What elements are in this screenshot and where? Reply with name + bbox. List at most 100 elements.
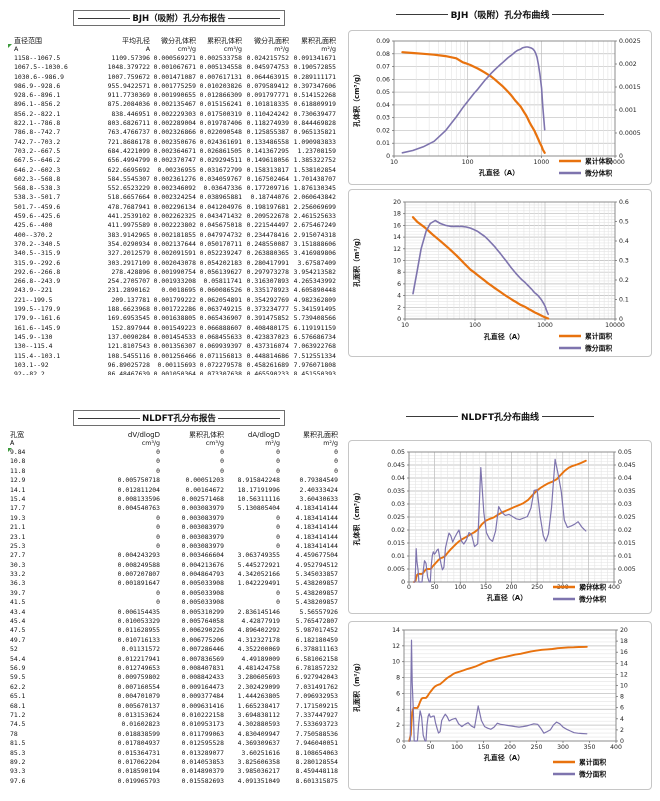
table-cell: 0.125855387 — [246, 128, 289, 137]
table-cell: 0.012811204 — [117, 485, 160, 494]
table-cell: 0.031672799 — [199, 165, 242, 174]
table-cell: 584.5545307 — [107, 174, 150, 183]
table-cell: 0.001990655 — [153, 91, 196, 100]
table-cell: 47.5 — [10, 626, 26, 635]
table-cell: 4.342052166 — [237, 570, 280, 579]
table-row: 667.5--646.2 656.4994799 0.002370747 0.0292… — [8, 156, 338, 165]
svg-text:10: 10 — [392, 659, 400, 666]
table-cell: 0 — [156, 466, 160, 475]
svg-text:0.1: 0.1 — [619, 297, 629, 304]
table-row: 49.7 0.010716133 0.006775206 4.312327178 6.1… — [8, 636, 338, 645]
table-row: 97.6 0.019965793 0.015582693 4.091351049 8.6… — [8, 777, 338, 786]
table-cell: 1.665238417 — [237, 701, 280, 710]
table-cell: 0.110424242 — [246, 109, 289, 118]
svg-text:孔体积（cm³/g）: 孔体积（cm³/g） — [352, 488, 361, 545]
table-cell: 4.369309637 — [237, 739, 280, 748]
table-row: 78 0.018838599 0.011799063 4.830409947 7.750… — [8, 730, 338, 739]
table-cell: 0.001454533 — [153, 332, 196, 341]
svg-text:0.06: 0.06 — [376, 76, 390, 83]
table-cell: 0.448814686 — [246, 351, 289, 360]
table-cell: 4.183414144 — [295, 532, 338, 541]
svg-text:微分面积: 微分面积 — [578, 770, 606, 779]
table-row: 425.6--400 411.9975589 0.002223802 0.045675… — [8, 221, 338, 230]
table-cell: 303.2917109 — [107, 258, 150, 267]
column-header: 累积孔体积 — [207, 37, 242, 45]
table-cell: 39.7 — [10, 588, 26, 597]
svg-text:0.02: 0.02 — [391, 527, 405, 534]
table-cell: 0.514152268 — [293, 91, 336, 100]
table-row: 703.2--667.5 684.4221099 0.002364671 0.0268… — [8, 147, 338, 156]
table-cell: 15.4 — [10, 494, 26, 503]
svg-text:孔直径（A）: 孔直径（A） — [484, 332, 524, 341]
table-cell: 4.183414144 — [295, 523, 338, 532]
table-cell: 478.7687941 — [107, 202, 150, 211]
table-cell: 0.002223802 — [153, 221, 196, 230]
table-cell: 0.073307638 — [199, 370, 242, 375]
table-cell: 911.7730369 — [107, 91, 150, 100]
column-header: dA/dlogD — [247, 431, 280, 439]
svg-text:0.01: 0.01 — [391, 553, 405, 560]
svg-text:0: 0 — [620, 738, 624, 745]
table-row: 71.2 0.013153624 0.010222158 3.694838112 7.3… — [8, 711, 338, 720]
table-cell: 0.009377484 — [181, 692, 224, 701]
svg-text:350: 350 — [582, 584, 594, 591]
table-cell: 0.316307893 — [246, 277, 289, 286]
table-cell: 354.0290934 — [107, 239, 150, 248]
table-cell: 3.60430633 — [299, 494, 338, 503]
table-cell: 518.6657664 — [107, 193, 150, 202]
table-cell: 0.041204976 — [199, 202, 242, 211]
table-cell: 425.6--400 — [14, 221, 53, 230]
table-cell: 411.9975589 — [107, 221, 150, 230]
table-row: 822.1--786.8 803.6826711 0.002289004 0.0197… — [8, 119, 338, 128]
table-cell: 4.459677504 — [295, 551, 338, 560]
table-cell: 0.465590233 — [246, 370, 289, 375]
table-cell: 6.119191159 — [293, 323, 336, 332]
table-cell: 1.385322752 — [293, 156, 336, 165]
table-cell: 370.2--340.5 — [14, 239, 61, 248]
table-cell: 0.014890379 — [181, 767, 224, 776]
table-cell: 0.002229303 — [153, 109, 196, 118]
table-cell: 0.005134558 — [199, 63, 242, 72]
table-cell: 0.015582693 — [181, 776, 224, 785]
svg-text:0.03: 0.03 — [391, 501, 405, 508]
svg-text:50: 50 — [431, 584, 439, 591]
table-cell: 1.042229491 — [237, 579, 280, 588]
table-cell: 459.6--425.6 — [14, 212, 61, 221]
table-cell: 0 — [156, 523, 160, 532]
table-cell: 0 — [156, 598, 160, 607]
table-cell: 0.000569271 — [153, 54, 196, 62]
table-cell: 0.002262325 — [153, 212, 196, 221]
table-row: 68.1 0.005670137 0.009631416 1.665238417 7.1… — [8, 702, 338, 711]
svg-text:150: 150 — [478, 744, 490, 751]
table-cell: 0.004864793 — [181, 570, 224, 579]
table-cell: 0.091341671 — [293, 54, 336, 62]
table-cell: 0.014053853 — [181, 757, 224, 766]
svg-text:0.2: 0.2 — [619, 277, 629, 284]
table-row: 93.3 0.018590194 0.014890379 3.985036217 8.4… — [8, 767, 338, 776]
table-row: 9.84 0 0 0 0 — [8, 448, 338, 457]
svg-text:0.04: 0.04 — [618, 475, 632, 482]
table-cell: 0 — [334, 466, 338, 475]
table-cell: 115.4--103.1 — [14, 351, 61, 360]
table-row: 89.2 0.017062204 0.014053853 3.825606358 8.2… — [8, 758, 338, 767]
table-cell: 786.8--742.7 — [14, 128, 61, 137]
table-cell: 11.8 — [10, 466, 26, 475]
table-cell: 0.458261689 — [246, 360, 289, 369]
svg-text:2: 2 — [396, 722, 400, 729]
table-cell: 0.01131572 — [121, 645, 160, 654]
table-cell: 6.781857232 — [295, 663, 338, 672]
column-header: 直径范围 — [14, 37, 42, 45]
table-cell: 0.009164473 — [181, 682, 224, 691]
svg-text:0.005: 0.005 — [387, 566, 405, 573]
table-cell: 3.063749355 — [237, 551, 280, 560]
table-cell: 0.024361691 — [199, 137, 242, 146]
table-cell: 0.038965881 — [199, 193, 242, 202]
table-cell: 0.002324254 — [153, 193, 196, 202]
table-cell: 0.001067671 — [153, 63, 196, 72]
table-cell: 2.915074318 — [293, 230, 336, 239]
table-cell: 130--115.4 — [14, 342, 53, 351]
svg-text:12: 12 — [393, 246, 401, 253]
svg-text:孔直径（A）: 孔直径（A） — [479, 168, 519, 177]
svg-text:0.01: 0.01 — [376, 140, 390, 147]
